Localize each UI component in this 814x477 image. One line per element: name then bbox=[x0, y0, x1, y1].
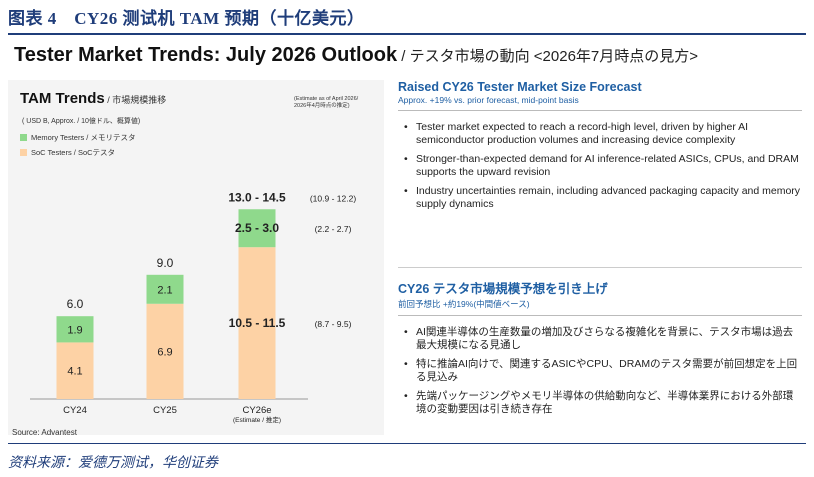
data-label-soc-cy26e: 10.5 - 11.5 bbox=[229, 316, 286, 330]
data-label-soc-cy25: 6.9 bbox=[157, 346, 172, 358]
bullet-en-1: Tester market expected to reach a record… bbox=[404, 121, 802, 146]
x-tick-cy26e: CY26e bbox=[242, 405, 271, 416]
figure-title: 图表 4 CY26 测试机 TAM 预期（十亿美元） bbox=[8, 9, 365, 28]
bar-memory-cy25 bbox=[146, 274, 184, 304]
x-tick-sublabel-cy26e: (Estimate / 推定) bbox=[233, 415, 281, 424]
chart-title-en: TAM Trends bbox=[20, 90, 105, 107]
data-label-total-cy24: 6.0 bbox=[67, 297, 84, 311]
prior-estimate-total: (10.9 - 12.2) bbox=[310, 193, 356, 203]
chart-title: TAM Trends / 市場規模推移 bbox=[20, 90, 166, 108]
top-rule bbox=[8, 33, 806, 35]
bar-soc-cy24 bbox=[56, 342, 94, 399]
estimate-note: (Estimate as of April 2026/ 2026年4月時点の推定… bbox=[294, 96, 358, 110]
legend-label-soc: SoC Testers / SoCテスタ bbox=[31, 148, 116, 157]
bar-memory-cy24 bbox=[56, 316, 94, 343]
section-jp-heading: CY26 テスタ市場規模予想を引き上げ bbox=[398, 282, 608, 296]
unit-label: ( USD B, Approx. / 10億ドル、概算値) bbox=[22, 118, 141, 125]
source-note: Source: Advantest bbox=[12, 428, 77, 437]
section-en-bullets: Tester market expected to reach a record… bbox=[398, 121, 802, 210]
data-label-memory-cy24: 1.9 bbox=[67, 324, 82, 336]
estimate-note-line2: 2026年4月時点の推定) bbox=[294, 103, 350, 109]
bullet-en-3: Industry uncertainties remain, including… bbox=[404, 185, 802, 210]
section-en-heading: Raised CY26 Tester Market Size Forecast bbox=[398, 80, 642, 94]
data-label-soc-cy24: 4.1 bbox=[67, 366, 82, 378]
prior-estimate-soc: (8.7 - 9.5) bbox=[315, 319, 352, 329]
data-label-total-cy25: 9.0 bbox=[157, 256, 174, 270]
x-tick-cy24: CY24 bbox=[63, 405, 87, 416]
chart-title-jp: / 市場規模推移 bbox=[104, 95, 167, 105]
chart-panel: TAM Trends / 市場規模推移 ( USD B, Approx. / 1… bbox=[8, 80, 384, 435]
legend: Memory Testers / メモリテスタ SoC Testers / So… bbox=[20, 132, 135, 162]
bullet-jp-1: AI関連半導体の生産数量の増加及びさらなる複雑化を背景に、テスタ市場は過去最大規… bbox=[404, 326, 802, 351]
bottom-rule bbox=[8, 443, 806, 444]
bullet-jp-3: 先端パッケージングやメモリ半導体の供給動向など、半導体業界における外部環境の変動… bbox=[404, 390, 802, 415]
section-jp-subheading: 前回予想比 +約19%(中間値ベース) bbox=[398, 299, 530, 309]
main-title-jp: / テスタ市場の動向 <2026年7月時点の見方> bbox=[397, 48, 699, 65]
estimate-note-line1: (Estimate as of April 2026/ bbox=[294, 96, 359, 102]
bullet-en-2: Stronger-than-expected demand for AI inf… bbox=[404, 153, 802, 178]
prior-estimate-memory: (2.2 - 2.7) bbox=[315, 224, 352, 234]
legend-swatch-memory bbox=[20, 134, 27, 141]
data-label-memory-cy25: 2.1 bbox=[157, 284, 172, 296]
tam-bar-chart: 4.1 1.9 6.0 CY24 6.9 2.1 9.0 CY25 10.5 - 11.5 2.5… bbox=[30, 190, 356, 424]
main-title-en: Tester Market Trends: July 2026 Outlook bbox=[14, 44, 398, 66]
section-en: Raised CY26 Tester Market Size Forecast … bbox=[398, 80, 802, 217]
bar-memory-cy26e bbox=[238, 209, 276, 248]
bullet-jp-2: 特に推論AI向けで、関連するASICやCPU、DRAMのテスタ需要が前回想定を上… bbox=[404, 358, 802, 383]
data-label-total-cy26e: 13.0 - 14.5 bbox=[228, 190, 286, 204]
main-title: Tester Market Trends: July 2026 Outlook … bbox=[14, 44, 698, 67]
legend-item-soc: SoC Testers / SoCテスタ bbox=[20, 147, 135, 158]
footer-source: 资料来源：爱德万测试，华创证券 bbox=[8, 455, 218, 471]
data-label-memory-cy26e: 2.5 - 3.0 bbox=[235, 221, 279, 235]
bar-soc-cy26e bbox=[238, 247, 276, 399]
bar-soc-cy25 bbox=[146, 303, 184, 399]
section-en-divider bbox=[398, 110, 802, 111]
legend-swatch-soc bbox=[20, 149, 27, 156]
section-jp-divider bbox=[398, 315, 802, 316]
section-jp: CY26 テスタ市場規模予想を引き上げ 前回予想比 +約19%(中間値ベース) … bbox=[398, 267, 802, 422]
legend-label-memory: Memory Testers / メモリテスタ bbox=[31, 133, 136, 142]
section-jp-bullets: AI関連半導体の生産数量の増加及びさらなる複雑化を背景に、テスタ市場は過去最大規… bbox=[398, 326, 802, 415]
legend-item-memory: Memory Testers / メモリテスタ bbox=[20, 132, 135, 143]
section-en-subheading: Approx. +19% vs. prior forecast, mid-poi… bbox=[398, 95, 579, 105]
x-tick-cy25: CY25 bbox=[153, 405, 177, 416]
